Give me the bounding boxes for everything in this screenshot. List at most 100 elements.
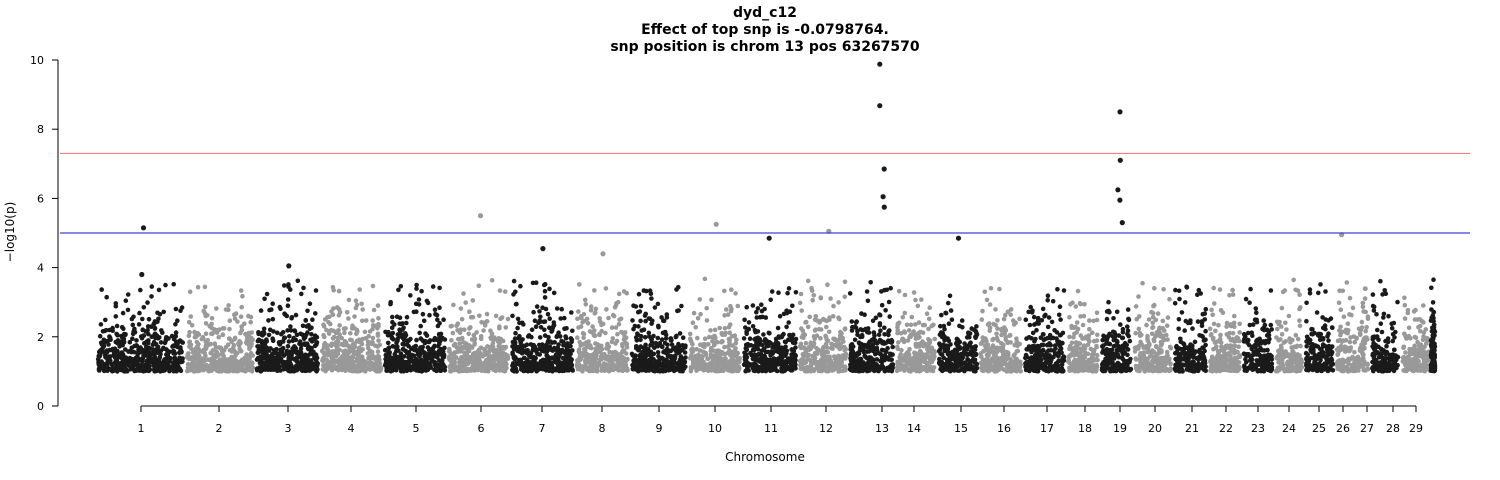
snp-point (293, 358, 299, 363)
snp-point (189, 323, 195, 328)
snp-point (752, 346, 758, 351)
snp-point (811, 293, 817, 298)
snp-point (910, 331, 916, 336)
snp-point (516, 361, 521, 367)
snp-point (879, 302, 885, 308)
snp-point (676, 341, 681, 347)
snp-point (582, 297, 588, 303)
snp-point (171, 366, 177, 372)
snp-point (413, 366, 419, 372)
snp-point (855, 332, 860, 338)
snp-point (171, 281, 176, 287)
snp-point (260, 332, 266, 337)
snp-point (863, 365, 868, 371)
snp-point (104, 294, 109, 300)
snp-point (125, 292, 131, 297)
snp-point (278, 339, 284, 345)
snp-point (907, 346, 912, 352)
snp-point (622, 357, 627, 363)
snp-point (868, 345, 874, 351)
snp-point (337, 323, 342, 328)
snp-point (842, 326, 848, 331)
snp-point (680, 335, 686, 341)
snp-point (703, 352, 709, 358)
snp-point (545, 348, 550, 354)
snp-point (408, 355, 414, 361)
snp-point (171, 349, 177, 354)
snp-point (401, 354, 407, 359)
snp-point (781, 311, 787, 317)
snp-point (482, 323, 488, 328)
snp-point (873, 315, 879, 321)
snp-point (98, 322, 104, 327)
snp-point (514, 369, 519, 374)
snp-point (417, 330, 423, 336)
snp-point (173, 306, 179, 312)
snp-point (464, 341, 469, 346)
snp-point (562, 315, 567, 321)
snp-point (584, 344, 590, 350)
y-tick-label: 2 (37, 331, 44, 344)
snp-point (726, 324, 732, 330)
snp-point (401, 342, 407, 347)
snp-point (669, 342, 675, 348)
x-tick-label: 16 (997, 422, 1011, 435)
snp-point (152, 325, 158, 331)
snp-point (366, 339, 372, 345)
snp-point (326, 320, 331, 325)
snp-point (216, 362, 221, 368)
snp-point (463, 353, 469, 358)
snp-point (850, 364, 855, 370)
snp-point (414, 282, 419, 288)
snp-point (803, 340, 809, 346)
snp-point (643, 311, 648, 317)
snp-point (938, 323, 943, 329)
snp-point (269, 360, 275, 366)
snp-point (390, 363, 395, 369)
snp-point (515, 316, 521, 322)
snp-point (284, 313, 290, 319)
snp-point (298, 331, 303, 337)
snp-point (616, 291, 622, 297)
snp-point (355, 329, 360, 334)
snp-point (427, 312, 432, 318)
snp-point (545, 339, 551, 344)
snp-point (715, 339, 720, 345)
snp-point (622, 330, 628, 335)
snp-point (248, 335, 254, 341)
snp-point (136, 322, 142, 327)
x-tick-label: 26 (1336, 422, 1350, 435)
snp-point (920, 322, 926, 328)
snp-point (916, 360, 921, 366)
snp-point (911, 290, 917, 295)
snp-point (668, 348, 674, 354)
snp-point (271, 348, 277, 353)
snp-point (354, 338, 360, 344)
snp-point (330, 284, 336, 290)
snp-point (651, 333, 656, 339)
snp-point (214, 349, 219, 354)
snp-point (137, 310, 142, 316)
x-tick-label: 25 (1312, 422, 1326, 435)
snp-point (173, 333, 178, 339)
snp-point (465, 367, 471, 373)
snp-point (470, 367, 475, 373)
snp-point (437, 368, 443, 373)
snp-point (705, 367, 711, 373)
snp-point (561, 349, 567, 355)
snp-point (282, 335, 288, 341)
snp-point (270, 316, 276, 322)
snp-point (497, 324, 502, 329)
snp-point (514, 344, 520, 350)
snp-point (106, 342, 111, 347)
snp-point (369, 361, 375, 366)
snp-point (924, 311, 930, 317)
snp-point (329, 343, 334, 349)
snp-point (551, 322, 557, 328)
snp-point (903, 353, 908, 359)
snp-point (932, 336, 938, 342)
x-tick-label: 24 (1282, 422, 1296, 435)
snp-point (877, 321, 883, 326)
snp-point (261, 355, 267, 361)
snp-point (502, 289, 508, 294)
